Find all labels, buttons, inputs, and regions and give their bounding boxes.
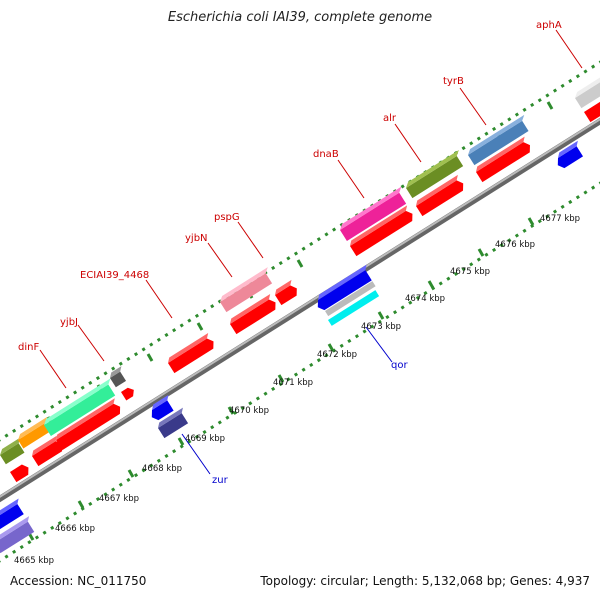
feature-pink xyxy=(220,267,273,313)
feature-cyan xyxy=(328,290,380,326)
gene-label-pspG: pspG xyxy=(214,212,240,223)
tick-label: 4672 kbp xyxy=(317,350,357,360)
tick-labels: 4665 kbp 4666 kbp 4667 kbp 4668 kbp 4669… xyxy=(14,214,580,566)
feature-magenta xyxy=(340,186,407,242)
feature-mint xyxy=(43,378,116,437)
feature-steelblue xyxy=(468,114,529,166)
tick-label: 4676 kbp xyxy=(495,240,535,250)
gene-label-ECIAI39_4468: ECIAI39_4468 xyxy=(80,270,149,281)
tick-label: 4671 kbp xyxy=(273,378,313,388)
feature-lightgray xyxy=(575,70,600,109)
tick-label: 4668 kbp xyxy=(142,464,182,474)
feature-red-g xyxy=(275,279,297,306)
feature-gray xyxy=(110,366,127,388)
gene-label-dinF: dinF xyxy=(18,342,39,353)
feature-red-i xyxy=(416,174,464,217)
gene-label-yjbJ: yjbJ xyxy=(60,317,78,328)
gene-label-qor: qor xyxy=(391,360,408,371)
tick-label: 4673 kbp xyxy=(361,322,401,332)
feature-red-h xyxy=(350,205,413,257)
tick-label: 4665 kbp xyxy=(14,556,54,566)
gene-label-dnaB: dnaB xyxy=(313,149,339,160)
lower-tick-track xyxy=(0,181,600,563)
feature-red-f xyxy=(230,293,276,335)
feature-blue-qor xyxy=(317,264,372,311)
tick-label: 4674 kbp xyxy=(405,294,445,304)
feature-blue-left xyxy=(0,498,24,531)
feature-red-b xyxy=(32,435,63,467)
feature-orange xyxy=(18,416,51,449)
feature-olive-left xyxy=(0,437,25,465)
tick-label: 4670 kbp xyxy=(229,406,269,416)
tick-label: 4666 kbp xyxy=(55,524,95,534)
accession-text: Accession: NC_011750 xyxy=(10,574,147,588)
feature-red-d xyxy=(121,387,134,401)
feature-blue-small xyxy=(151,394,174,421)
leader-lines xyxy=(39,29,583,475)
gene-label-zur: zur xyxy=(212,475,229,486)
feature-red-c xyxy=(56,398,121,451)
tick-label: 4669 kbp xyxy=(185,434,225,444)
genome-summary-text: Topology: circular; Length: 5,132,068 bp… xyxy=(260,574,590,588)
feature-silver xyxy=(325,281,376,317)
feature-navy xyxy=(158,407,189,439)
gene-labels: dinF yjbJ ECIAI39_4468 yjbN pspG dnaB al… xyxy=(18,20,562,486)
tick-label: 4677 kbp xyxy=(540,214,580,224)
feature-blocks xyxy=(0,70,600,554)
gene-label-yjbN: yjbN xyxy=(185,233,208,244)
tick-label: 4667 kbp xyxy=(99,494,139,504)
gene-label-aphA: aphA xyxy=(536,20,562,31)
feature-red-j xyxy=(476,136,530,183)
feature-olive-right xyxy=(406,149,464,199)
feature-red-a xyxy=(10,464,29,483)
tick-label: 4675 kbp xyxy=(450,267,490,277)
genome-backbone xyxy=(0,117,600,503)
gene-label-alr: alr xyxy=(383,113,397,124)
gene-label-tyrB: tyrB xyxy=(443,76,464,87)
major-ticks xyxy=(27,101,554,541)
map-title: Escherichia coli IAI39, complete genome xyxy=(167,10,433,25)
feature-blue-right xyxy=(557,140,584,169)
feature-lavender-left xyxy=(0,516,35,554)
feature-red-e xyxy=(168,332,214,374)
